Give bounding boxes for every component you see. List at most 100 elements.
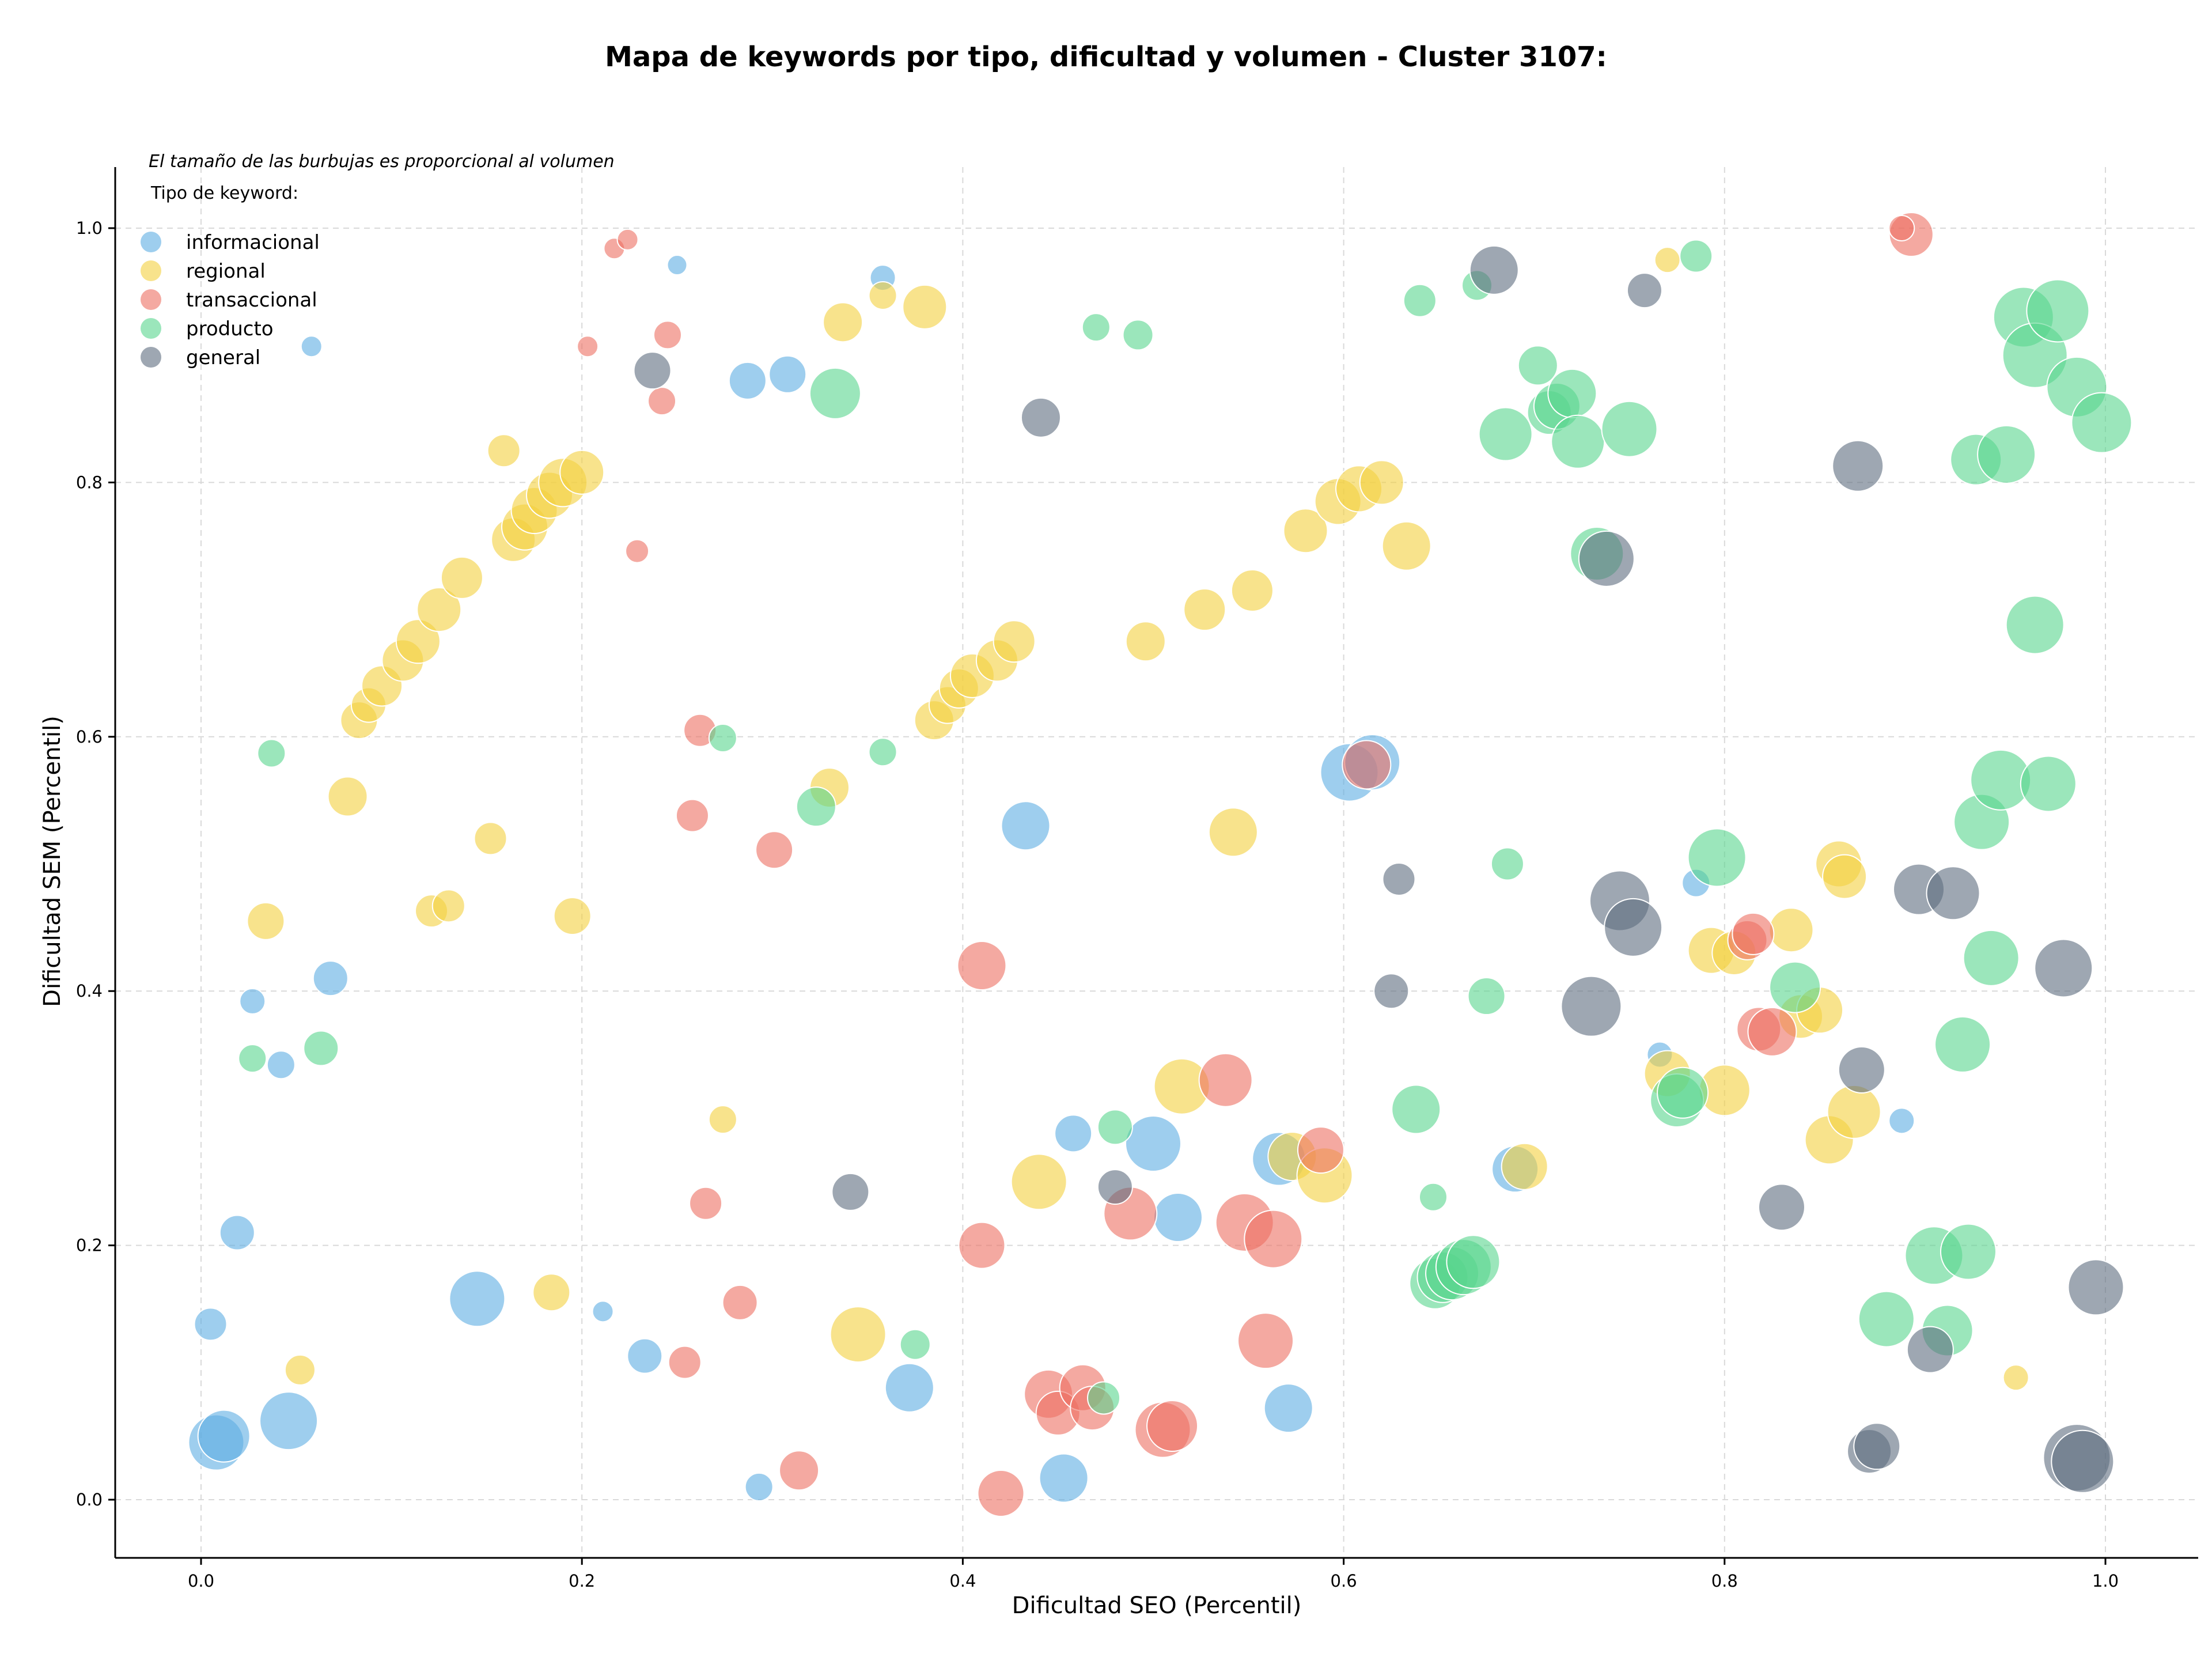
bubble-producto	[303, 1030, 339, 1066]
x-tick-label: 0.4	[949, 1571, 976, 1591]
bubble-regional	[1381, 521, 1431, 571]
bubble-regional	[559, 449, 605, 495]
bubble-producto	[1858, 1291, 1915, 1348]
bubble-transaccional	[957, 941, 1007, 991]
bubble-general	[1604, 898, 1663, 957]
bubble-producto	[2020, 755, 2077, 812]
bubble-informacional	[666, 255, 688, 276]
bubble-transaccional	[647, 387, 677, 416]
bubble-producto	[1122, 319, 1154, 351]
bubble-informacional	[728, 361, 767, 400]
bubble-informacional	[627, 1338, 663, 1374]
bubble-producto	[1934, 1016, 1991, 1073]
bubble-informacional	[1888, 1107, 1915, 1134]
bubble-transaccional	[722, 1284, 758, 1321]
legend-marker-regional	[141, 260, 161, 281]
bubble-transaccional	[779, 1450, 820, 1491]
bubble-regional	[830, 1306, 887, 1363]
legend-title: Tipo de keyword:	[150, 183, 298, 203]
bubble-informacional	[1125, 1115, 1181, 1172]
bubble-producto	[1478, 407, 1533, 461]
bubble-regional	[284, 1354, 316, 1386]
bubble-regional	[1283, 508, 1328, 554]
bubble-informacional	[266, 1050, 296, 1080]
bubble-producto	[1657, 1066, 1709, 1119]
bubble-regional	[1010, 1153, 1067, 1210]
legend-label-regional: regional	[186, 260, 266, 283]
bubble-producto	[1687, 828, 1747, 887]
bubble-producto	[1517, 345, 1558, 386]
series-informacional	[188, 255, 1915, 1503]
bubble-producto	[2071, 392, 2133, 453]
bubble-producto	[1963, 929, 2020, 986]
bubble-regional	[902, 284, 948, 330]
bubble-regional	[327, 776, 368, 817]
legend-marker-producto	[141, 318, 161, 339]
bubble-informacional	[219, 1214, 255, 1251]
bubble-transaccional	[653, 320, 682, 350]
bubble-transaccional	[625, 539, 650, 563]
bubble-transaccional	[1297, 1126, 1344, 1174]
bubble-transaccional	[675, 799, 709, 833]
bubble-producto	[1446, 1235, 1501, 1289]
bubble-layer	[188, 212, 2133, 1517]
bubble-regional	[1827, 1084, 1881, 1139]
bubble-general	[1926, 866, 1980, 921]
bubble-regional	[431, 889, 465, 923]
bubble-informacional	[768, 355, 807, 394]
bubble-producto	[1081, 313, 1111, 342]
bubble-regional	[1125, 621, 1166, 662]
bubble-regional	[868, 281, 897, 310]
bubble-transaccional	[1244, 1209, 1303, 1269]
bubble-producto	[1547, 368, 1597, 418]
bubble-producto	[1418, 1182, 1448, 1212]
bubble-transaccional	[1237, 1312, 1294, 1369]
x-tick-label: 0.0	[188, 1571, 214, 1591]
bubble-regional	[1654, 247, 1681, 274]
chart-title: Mapa de keywords por tipo, dificultad y …	[605, 41, 1607, 73]
bubble-informacional	[1001, 801, 1051, 851]
bubble-transaccional	[755, 831, 794, 869]
bubble-producto	[1490, 847, 1524, 881]
bubble-producto	[1679, 239, 1713, 273]
bubble-regional	[1359, 460, 1404, 505]
bubble-regional	[440, 556, 483, 599]
bubble-transaccional	[689, 1186, 723, 1220]
legend-items: informacional regional transaccional produc…	[141, 231, 320, 369]
bubble-regional	[416, 587, 462, 633]
bubble-general	[831, 1172, 870, 1211]
bubble-producto	[1769, 961, 1821, 1013]
y-tick-label: 0.8	[76, 472, 103, 492]
bubble-producto	[1601, 400, 1658, 457]
bubble-producto	[2026, 279, 2090, 343]
bubble-informacional	[884, 1363, 934, 1413]
bubble-producto	[1551, 414, 1605, 469]
x-tick-label: 0.6	[1331, 1571, 1357, 1591]
bubble-regional	[1183, 588, 1226, 631]
bubble-informacional	[239, 987, 266, 1015]
legend: El tamaño de las burbujas es proporciona…	[141, 152, 615, 369]
legend-label-transaccional: transaccional	[186, 289, 317, 312]
bubble-regional	[247, 902, 285, 940]
bubble-transaccional	[977, 1469, 1025, 1517]
bubble-regional	[1208, 807, 1258, 857]
bubble-informacional	[312, 960, 349, 997]
bubble-transaccional	[1732, 912, 1775, 955]
bubble-producto	[2005, 595, 2065, 654]
bubble-regional	[474, 822, 507, 856]
bubble-producto	[1977, 425, 2036, 484]
series-regional	[247, 247, 2029, 1391]
bubble-producto	[868, 737, 897, 767]
bubble-general	[1469, 245, 1519, 295]
bubble-producto	[1391, 1084, 1441, 1134]
x-tick-label: 1.0	[2092, 1571, 2119, 1591]
bubble-producto	[1467, 977, 1506, 1016]
grid	[115, 167, 2198, 1558]
bubble-regional	[487, 434, 521, 468]
axes: 0.0 0.0 0.2 0.2 0.4 0.4 0.6 0.6 0.8 0.8 1.0 1.0	[76, 167, 2198, 1591]
legend-note: El tamaño de las burbujas es proporciona…	[149, 152, 615, 172]
bubble-informacional	[1054, 1114, 1093, 1153]
bubble-informacional	[197, 1409, 251, 1463]
bubble-general	[1758, 1183, 1805, 1231]
bubble-regional	[823, 302, 863, 343]
